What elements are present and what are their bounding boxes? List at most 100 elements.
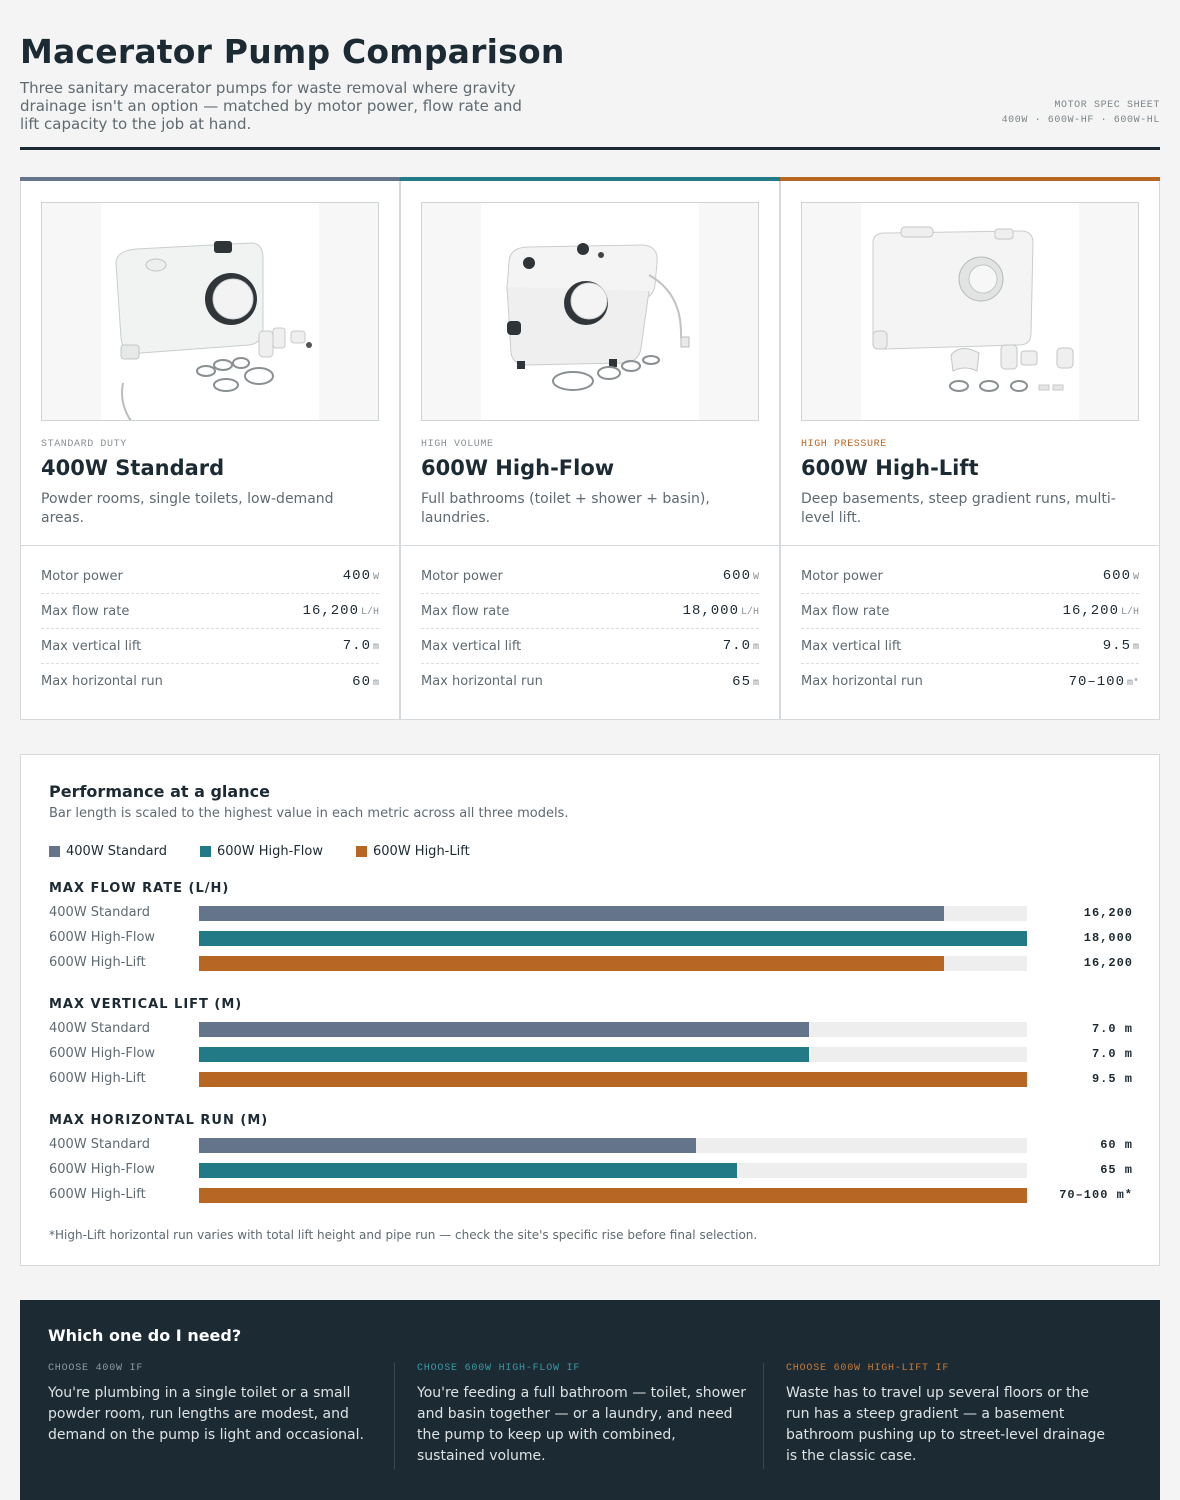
spec-value: 16,200 — [302, 603, 359, 619]
spec-value: 70–100 — [1068, 673, 1125, 690]
bar-track — [199, 931, 1027, 946]
legend-label: 400W Standard — [66, 844, 167, 859]
bar-value-label: 7.0 m — [1091, 1047, 1133, 1061]
spec-value: 60 — [352, 673, 371, 690]
bar-label: 400W Standard — [49, 1021, 150, 1036]
spec-value: 9.5 — [1102, 638, 1131, 654]
bar-label: 600W High-Flow — [49, 1046, 156, 1061]
footnote: *High-Lift horizontal run varies with to… — [49, 1228, 758, 1242]
bar-row: 600W High-Lift 9.5 m — [49, 1067, 1133, 1092]
spec-unit: m — [752, 642, 759, 653]
spec-row-vertical-lift: Max vertical lift 7.0 m — [421, 629, 759, 664]
guide-title: Which one do I need? — [48, 1326, 242, 1345]
spec-sheet-meta: MOTOR SPEC SHEET 400W · 600W-HF · 600W-H… — [1002, 98, 1160, 128]
spec-label: Motor power — [41, 568, 123, 584]
spec-unit: m — [1132, 642, 1139, 653]
bar — [199, 1188, 1027, 1203]
divider — [401, 545, 779, 546]
legend-swatch — [356, 846, 367, 857]
spec-row-motor-power: Motor power 400 W — [41, 559, 379, 594]
bar-label: 400W Standard — [49, 1137, 150, 1152]
spec-label: Max flow rate — [801, 603, 890, 619]
metric-title: MAX HORIZONTAL RUN (M) — [49, 1113, 269, 1128]
guide-column-600w-high-flow: CHOOSE 600W HIGH-FLOW IF You're feeding … — [417, 1363, 747, 1467]
spec-row-flow-rate: Max flow rate 16,200 L/H — [41, 594, 379, 629]
bar-track — [199, 906, 1027, 921]
spec-value: 16,200 — [1062, 603, 1119, 619]
metric-title: MAX FLOW RATE (L/H) — [49, 881, 230, 896]
spec-value: 18,000 — [682, 603, 739, 619]
spec-row-vertical-lift: Max vertical lift 9.5 m — [801, 629, 1139, 664]
bar — [199, 906, 944, 921]
spec-row-motor-power: Motor power 600 W — [421, 559, 759, 594]
metric-title: MAX VERTICAL LIFT (M) — [49, 997, 243, 1012]
product-image — [801, 202, 1139, 421]
product-image — [41, 202, 379, 421]
spec-value: 7.0 — [342, 638, 371, 654]
guide-label: CHOOSE 400W IF — [48, 1363, 144, 1374]
product-card-600w-high-flow: HIGH VOLUME 600W High-Flow Full bathroom… — [400, 177, 780, 720]
legend-item-600w-high-flow: 600W High-Flow — [199, 844, 323, 859]
bar — [199, 1163, 737, 1178]
performance-panel: Performance at a glance Bar length is sc… — [20, 754, 1160, 1266]
card-accent-bar — [780, 177, 1160, 181]
bar-label: 600W High-Flow — [49, 1162, 156, 1177]
bar — [199, 1047, 809, 1062]
bar-value-label: 9.5 m — [1091, 1072, 1133, 1086]
spec-unit: W — [1132, 572, 1139, 583]
bar-row: 400W Standard 60 m — [49, 1133, 1133, 1158]
page-subtitle: Three sanitary macerator pumps for waste… — [20, 79, 522, 133]
page-title: Macerator Pump Comparison — [20, 32, 565, 71]
spec-row-horizontal-run: Max horizontal run 70–100 m* — [801, 664, 1139, 699]
spec-label: Max vertical lift — [41, 638, 142, 654]
divider — [781, 545, 1159, 546]
performance-title: Performance at a glance — [49, 782, 270, 801]
card-description: Full bathrooms (toilet + shower + basin)… — [421, 491, 710, 526]
card-title: 600W High-Lift — [801, 456, 979, 480]
spec-label: Motor power — [801, 568, 883, 584]
guide-text: Waste has to travel up several floors or… — [786, 1385, 1106, 1464]
model-codes: 400W · 600W-HF · 600W-HL — [1001, 115, 1160, 126]
bar-track — [199, 1188, 1027, 1203]
card-tier: HIGH PRESSURE — [801, 439, 887, 450]
bar — [199, 1138, 696, 1153]
spec-label: Max horizontal run — [41, 674, 163, 689]
macerator-pump-illustration — [115, 241, 312, 420]
bar-track — [199, 1022, 1027, 1037]
spec-list: Motor power 600 W Max flow rate 18,000 L/H… — [421, 559, 759, 699]
card-title: 400W Standard — [41, 456, 225, 480]
selection-guide: Which one do I need? CHOOSE 400W IF You'… — [20, 1300, 1160, 1500]
spec-label: Max horizontal run — [421, 674, 543, 689]
bar-value-label: 65 m — [1100, 1163, 1133, 1177]
guide-text: You're plumbing in a single toilet or a … — [48, 1385, 364, 1443]
bar-row: 600W High-Lift 70–100 m* — [49, 1183, 1133, 1208]
spec-value: 65 — [732, 673, 751, 690]
bar-row: 400W Standard 16,200 — [49, 901, 1133, 926]
product-cards: STANDARD DUTY 400W Standard Powder rooms… — [20, 177, 1160, 720]
spec-label: Max horizontal run — [801, 674, 923, 689]
guide-column-600w-high-lift: CHOOSE 600W HIGH-LIFT IF Waste has to tr… — [786, 1363, 1116, 1467]
card-accent-bar — [400, 177, 780, 181]
spec-unit: L/H — [360, 607, 379, 618]
bar-label: 600W High-Lift — [49, 1187, 146, 1202]
guide-text: You're feeding a full bathroom — toilet,… — [417, 1385, 747, 1464]
bar — [199, 931, 1027, 946]
bar-value-label: 70–100 m* — [1059, 1188, 1133, 1202]
guide-label: CHOOSE 600W HIGH-LIFT IF — [786, 1363, 950, 1374]
macerator-pump-illustration — [506, 243, 690, 391]
spec-list: Motor power 600 W Max flow rate 16,200 L/H… — [801, 559, 1139, 699]
product-image — [421, 202, 759, 421]
bar-value-label: 18,000 — [1083, 931, 1133, 945]
chart-legend: 400W Standard 600W High-Flow 600W High-L… — [49, 844, 503, 859]
bar-label: 400W Standard — [49, 905, 150, 920]
spec-row-horizontal-run: Max horizontal run 65 m — [421, 664, 759, 699]
performance-subtitle: Bar length is scaled to the highest valu… — [49, 806, 569, 821]
bar-value-label: 60 m — [1100, 1138, 1133, 1152]
spec-list: Motor power 400 W Max flow rate 16,200 L/H… — [41, 559, 379, 699]
spec-row-vertical-lift: Max vertical lift 7.0 m — [41, 629, 379, 664]
bar-row: 600W High-Flow 7.0 m — [49, 1042, 1133, 1067]
spec-sheet-label: MOTOR SPEC SHEET — [1054, 100, 1160, 111]
card-tier: HIGH VOLUME — [421, 439, 494, 450]
product-card-600w-high-lift: HIGH PRESSURE 600W High-Lift Deep baseme… — [780, 177, 1160, 720]
